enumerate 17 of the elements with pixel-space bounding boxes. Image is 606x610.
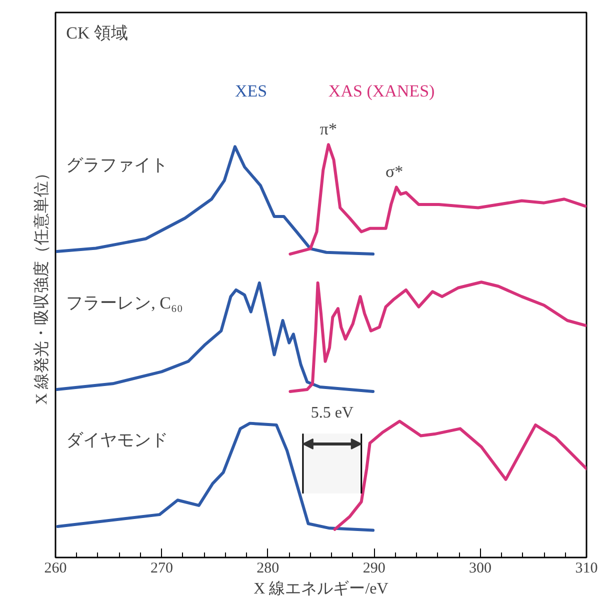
x-tick-label: 280 — [256, 560, 280, 576]
band-label: 5.5 eV — [310, 404, 354, 422]
y-axis-title: X 線発光・吸収強度（任意単位） — [32, 165, 50, 405]
text: XAS (XANES) — [328, 81, 435, 100]
text: XES — [234, 81, 268, 100]
x-axis-title: X 線エネルギー/eV — [254, 580, 389, 598]
text: CK 領域 — [66, 24, 128, 43]
x-tick-label: 300 — [469, 560, 492, 576]
x-tick-label: 290 — [362, 560, 386, 576]
x-tick-label: 260 — [44, 560, 67, 576]
x-tick-label: 270 — [150, 560, 173, 576]
x-tick-label: 310 — [575, 560, 598, 576]
annotation: σ* — [385, 162, 404, 182]
annotation: グラファイト — [66, 155, 168, 174]
annotation: π* — [320, 120, 337, 139]
annotation: フラーレン, C₆₀ — [66, 293, 183, 312]
annotation: ダイヤモンド — [66, 430, 168, 450]
